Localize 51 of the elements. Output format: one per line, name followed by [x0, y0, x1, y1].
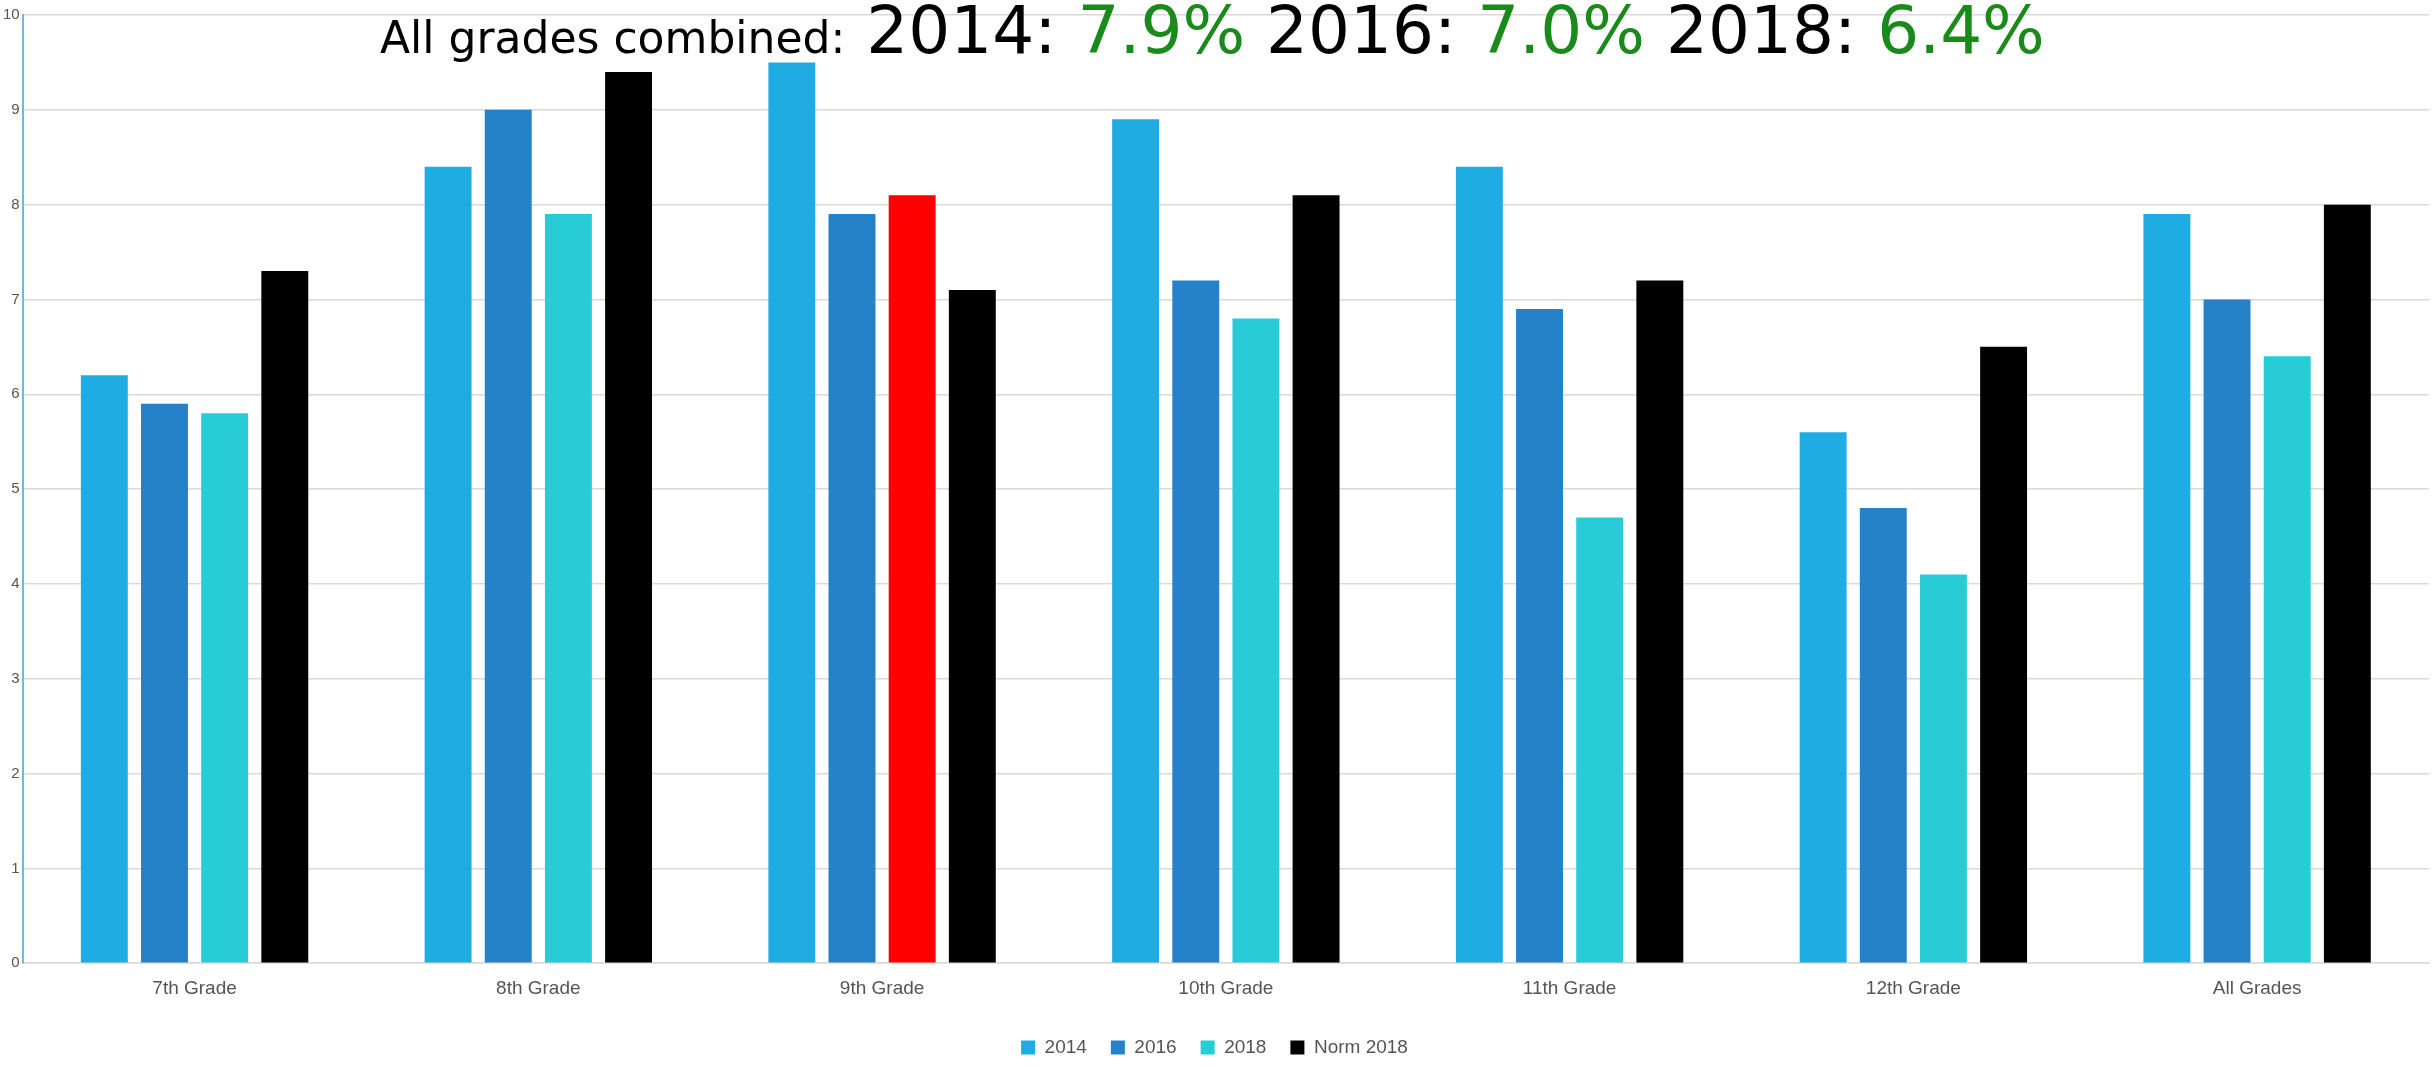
x-tick-label: 9th Grade	[839, 976, 925, 998]
x-tick-label: 8th Grade	[496, 976, 581, 998]
bar	[605, 71, 653, 963]
bar	[2263, 356, 2311, 963]
y-tick-label: 0	[11, 953, 20, 971]
bar	[424, 166, 472, 963]
legend-label: Norm 2018	[1313, 1035, 1408, 1057]
x-tick-label: 12th Grade	[1865, 976, 1961, 998]
x-tick-label: 7th Grade	[152, 976, 237, 998]
bar	[2143, 214, 2191, 963]
legend-label: 2014	[1044, 1035, 1088, 1057]
bar	[80, 375, 128, 963]
bar	[141, 403, 188, 963]
y-tick-label: 6	[11, 384, 20, 402]
bar	[948, 289, 996, 963]
y-tick-label: 9	[11, 99, 20, 117]
bar	[2323, 204, 2371, 963]
chart-title: All grades combined: 2014: 7.9% 2016: 7.0% 2018: 6.4%	[380, 0, 2045, 69]
bar	[1292, 195, 1340, 963]
bar	[1799, 432, 1847, 963]
bar	[888, 195, 936, 963]
y-tick-label: 4	[11, 574, 20, 592]
legend-label: 2016	[1134, 1035, 1177, 1057]
bar	[261, 271, 309, 963]
bar	[201, 413, 249, 963]
bar	[1455, 166, 1503, 963]
bar	[1980, 346, 2028, 963]
bar	[828, 214, 876, 963]
bar	[484, 109, 532, 963]
y-tick-label: 3	[11, 668, 20, 686]
bar	[1172, 280, 1220, 963]
bar	[1516, 308, 1563, 963]
bar	[1636, 280, 1684, 963]
y-tick-label: 7	[11, 289, 20, 307]
y-tick-label: 8	[11, 194, 20, 212]
bar	[2203, 299, 2251, 963]
y-tick-label: 1	[11, 858, 20, 876]
y-tick-label: 10	[3, 5, 20, 23]
x-tick-label: 11th Grade	[1522, 976, 1617, 998]
y-tick-label: 2	[11, 763, 20, 781]
x-tick-label: 10th Grade	[1178, 976, 1274, 998]
y-tick-label: 5	[11, 479, 20, 497]
bar	[1232, 318, 1280, 963]
bar	[1576, 517, 1624, 963]
bar	[1112, 119, 1160, 963]
bar	[1919, 574, 1967, 963]
bar	[1859, 508, 1907, 963]
legend-label: 2018	[1224, 1035, 1267, 1057]
bar	[544, 214, 592, 963]
x-tick-label: All Grades	[2212, 976, 2302, 998]
bar	[768, 62, 816, 963]
